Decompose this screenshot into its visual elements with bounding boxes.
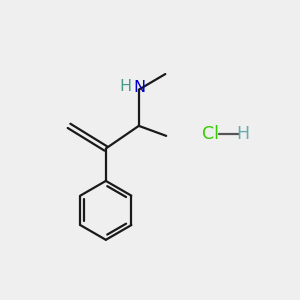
- Text: Cl: Cl: [202, 125, 219, 143]
- Text: N: N: [133, 80, 145, 95]
- Text: H: H: [236, 125, 249, 143]
- Text: H: H: [120, 79, 132, 94]
